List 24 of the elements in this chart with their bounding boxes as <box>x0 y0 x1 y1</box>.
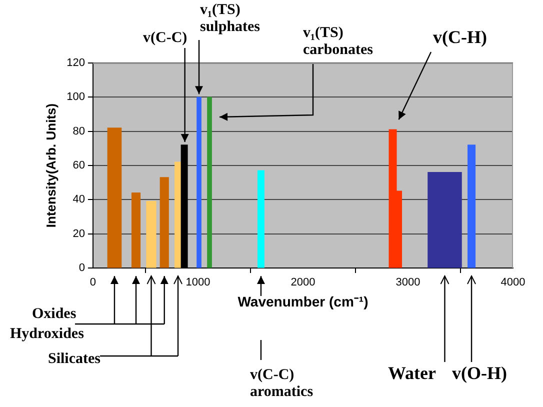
text: v(O-H) <box>452 363 507 384</box>
x-tick-label: 2000 <box>290 276 316 289</box>
y-tick-label: 20 <box>72 228 85 240</box>
y-tick-label: 100 <box>66 91 85 104</box>
x-axis-title: Wavenumber (cm⁻¹) <box>238 293 368 310</box>
text: Water <box>388 363 436 384</box>
text: Hydroxides <box>10 326 84 342</box>
y-axis-title: Intensity(Arb. Units) <box>43 103 58 228</box>
y-tick-label: 60 <box>72 160 85 172</box>
text: v(C-C) aromatics <box>250 367 314 400</box>
y-tick-label: 120 <box>66 57 85 70</box>
text: Oxides <box>32 306 76 322</box>
y-tick-label: 40 <box>72 194 85 206</box>
annotation: v(C-C) <box>143 30 188 46</box>
annotation: v₁(TS) sulphates <box>200 2 262 35</box>
text: v₁(TS) carbonates <box>303 25 374 58</box>
text: v(C-H) <box>433 27 487 48</box>
x-tick-label: 1000 <box>186 276 210 289</box>
y-tick-label: 0 <box>78 262 85 274</box>
text: Silicates <box>48 351 100 368</box>
y-tick-label: 80 <box>72 125 85 138</box>
x-tick-label: 0 <box>90 276 96 289</box>
x-tick-label: 3000 <box>396 276 420 289</box>
x-tick-label: 4000 <box>500 276 526 289</box>
